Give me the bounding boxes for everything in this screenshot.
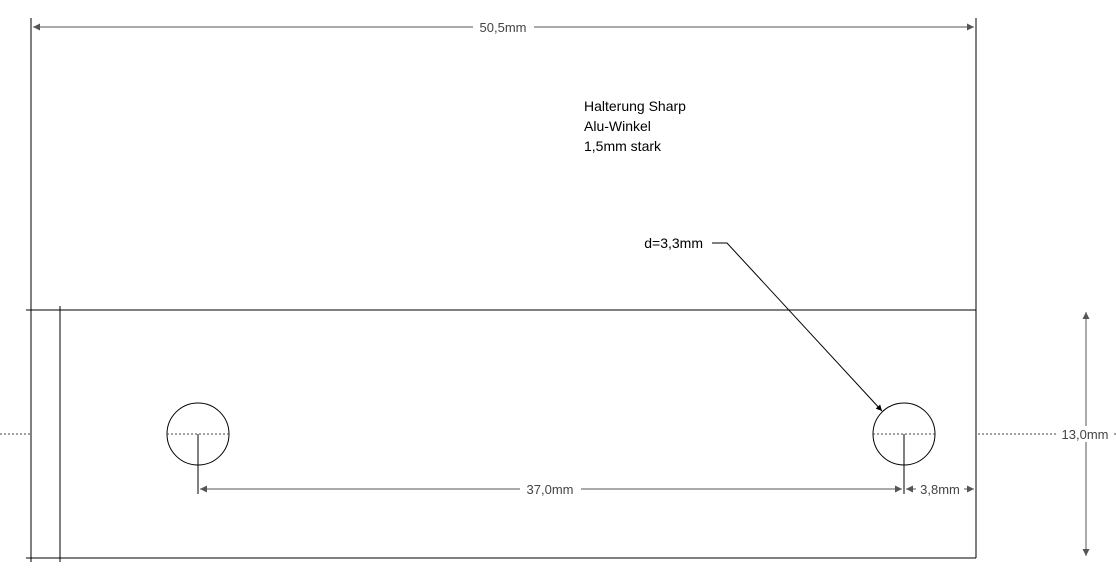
note-thickness: 1,5mm stark — [584, 138, 662, 154]
hole-diameter-callout: d=3,3mm — [644, 235, 883, 412]
edge-offset-label: 3,8mm — [920, 482, 960, 497]
dimension-overall-width: 50,5mm — [33, 20, 974, 35]
hole-extension-lines — [197, 434, 905, 494]
height-label: 13,0mm — [1062, 427, 1109, 442]
flange-outline — [30, 18, 977, 310]
hole-spacing-label: 37,0mm — [527, 482, 574, 497]
dimension-height: 13,0mm — [1058, 312, 1112, 556]
plate-outline — [26, 306, 977, 562]
dimension-edge-offset: 3,8mm — [906, 482, 974, 497]
overall-width-label: 50,5mm — [480, 20, 527, 35]
note-material: Alu-Winkel — [584, 118, 651, 134]
dimension-hole-spacing: 37,0mm — [200, 482, 902, 497]
drawing-notes: Halterung Sharp Alu-Winkel 1,5mm stark — [584, 98, 686, 154]
hole-diameter-label: d=3,3mm — [644, 235, 703, 251]
note-title: Halterung Sharp — [584, 98, 686, 114]
